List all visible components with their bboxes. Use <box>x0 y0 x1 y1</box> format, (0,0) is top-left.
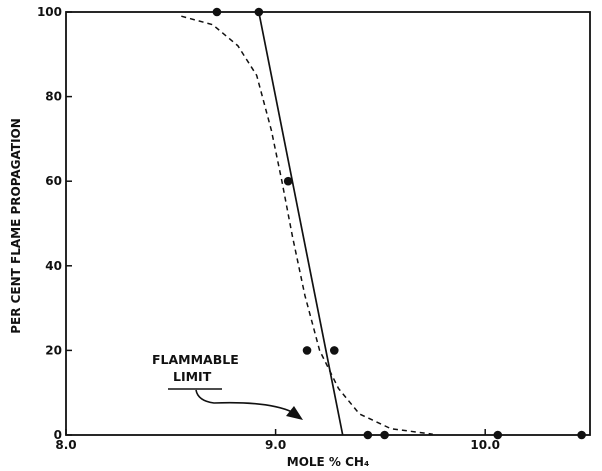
dashed-fit-curve <box>181 15 433 435</box>
annotation-arrow <box>195 389 293 413</box>
annotation-flammable: FLAMMABLE <box>152 352 239 367</box>
data-point <box>302 346 312 355</box>
data-point <box>363 430 373 440</box>
flammable-limit-annotation: FLAMMABLE LIMIT <box>152 352 303 420</box>
x-axis-label: MOLE % CH₄ <box>287 455 369 469</box>
solid-fit-line <box>257 11 344 436</box>
annotation-limit: LIMIT <box>173 369 212 384</box>
y-tick-label: 20 <box>45 343 62 357</box>
y-axis-label: PER CENT FLAME PROPAGATION <box>9 118 23 334</box>
y-tick-label: 60 <box>45 174 62 188</box>
data-point <box>283 176 293 186</box>
annotation-arrowhead <box>286 406 303 420</box>
x-tick-label: 8.0 <box>55 438 76 452</box>
y-tick-label: 80 <box>45 90 62 104</box>
x-tick-label: 9.0 <box>265 438 286 452</box>
y-tick-label: 0 <box>54 428 62 442</box>
y-tick-label: 40 <box>45 259 62 273</box>
data-point <box>577 430 586 440</box>
data-point <box>254 7 264 17</box>
data-point <box>493 430 503 440</box>
data-point <box>212 7 222 17</box>
data-point <box>329 346 339 355</box>
data-point <box>380 430 389 440</box>
plot-frame <box>65 11 591 436</box>
x-tick-label: 10.0 <box>470 438 500 452</box>
y-tick-label: 100 <box>37 5 62 19</box>
